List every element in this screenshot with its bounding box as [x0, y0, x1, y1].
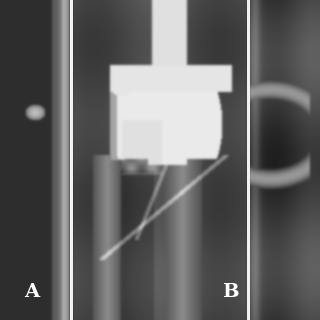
- Text: A: A: [24, 283, 40, 301]
- Text: B: B: [222, 283, 239, 301]
